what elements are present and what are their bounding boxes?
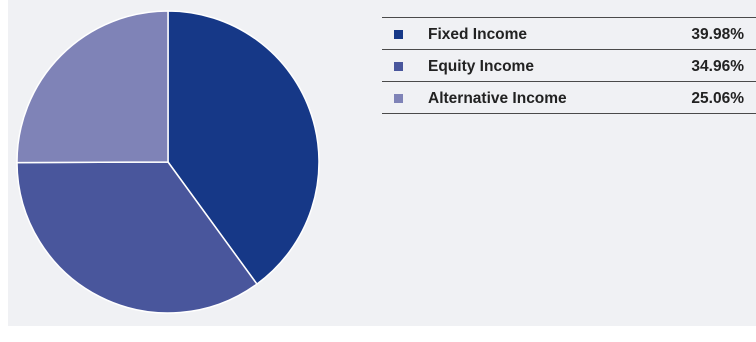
- pie-slice-alternative-income: [16, 10, 169, 164]
- legend-value-fixed-income: 39.98%: [691, 26, 744, 43]
- pie-slices: [16, 10, 320, 314]
- legend-swatch-alternative-income: [394, 94, 403, 103]
- legend-label-alternative-income: Alternative Income: [428, 90, 567, 107]
- legend-row-fixed-income: Fixed Income 39.98%: [382, 18, 756, 50]
- legend-row-equity-income: Equity Income 34.96%: [382, 50, 756, 82]
- legend-label-fixed-income: Fixed Income: [428, 26, 528, 43]
- legend-row-alternative-income: Alternative Income 25.06%: [382, 82, 756, 114]
- pie-slice-equity-income: [16, 161, 258, 314]
- legend-value-equity-income: 34.96%: [691, 58, 744, 75]
- legend-swatch-fixed-income: [394, 30, 403, 39]
- pie-slice-fixed-income: [167, 10, 320, 285]
- legend-value-alternative-income: 25.06%: [691, 90, 744, 107]
- legend-label-equity-income: Equity Income: [428, 58, 534, 75]
- legend: Fixed Income 39.98% Equity Income 34.96%…: [382, 17, 756, 114]
- legend-swatch-equity-income: [394, 62, 403, 71]
